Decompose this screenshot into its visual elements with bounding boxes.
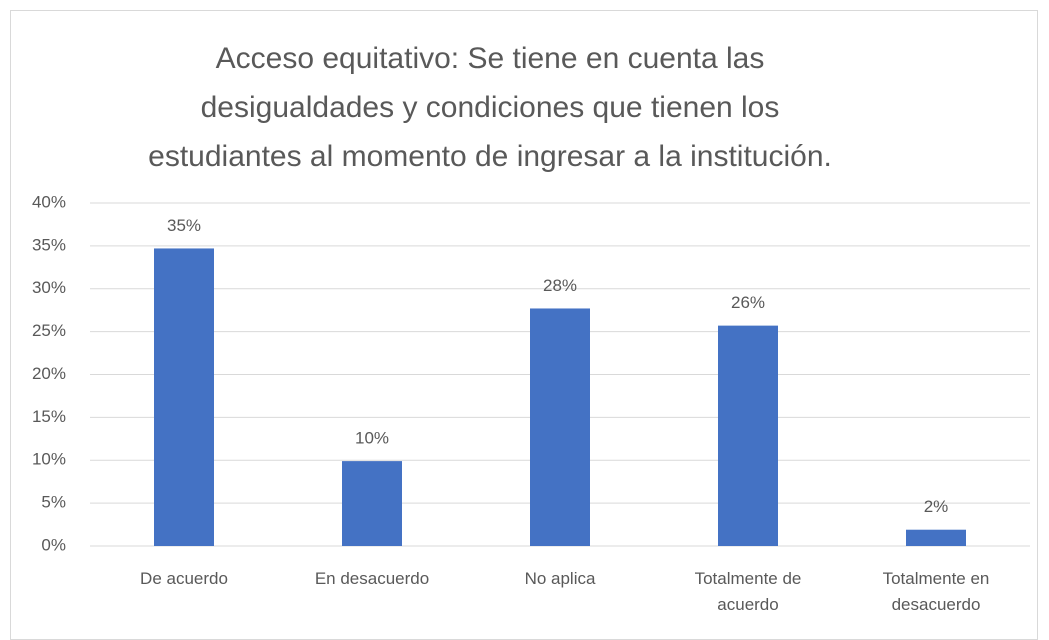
- y-tick-label: 0%: [41, 535, 66, 554]
- bar: [906, 529, 966, 546]
- y-tick-label: 40%: [32, 192, 66, 211]
- data-label: 10%: [355, 429, 389, 448]
- data-label: 2%: [924, 497, 949, 516]
- data-label: 28%: [543, 276, 577, 295]
- y-tick-label: 10%: [32, 450, 66, 469]
- x-tick-label: No aplica: [524, 569, 596, 588]
- x-tick-label: En desacuerdo: [314, 569, 430, 588]
- y-tick-label: 20%: [32, 364, 66, 383]
- bar: [154, 248, 214, 546]
- x-tick-label: Totalmente de acuerdo: [694, 569, 802, 614]
- y-tick-label: 35%: [32, 235, 66, 254]
- x-tick-label: Totalmente en desacuerdo: [882, 569, 990, 614]
- y-tick-label: 15%: [32, 407, 66, 426]
- y-tick-label: 30%: [32, 278, 66, 297]
- chart-title: Acceso equitativo: Se tiene en cuenta la…: [148, 42, 832, 173]
- y-tick-label: 5%: [41, 493, 66, 512]
- y-tick-label: 25%: [32, 321, 66, 340]
- bar: [530, 308, 590, 546]
- bar: [718, 325, 778, 546]
- x-tick-label: De acuerdo: [140, 569, 228, 588]
- data-label: 35%: [167, 216, 201, 235]
- data-label: 26%: [731, 293, 765, 312]
- bar: [342, 461, 402, 546]
